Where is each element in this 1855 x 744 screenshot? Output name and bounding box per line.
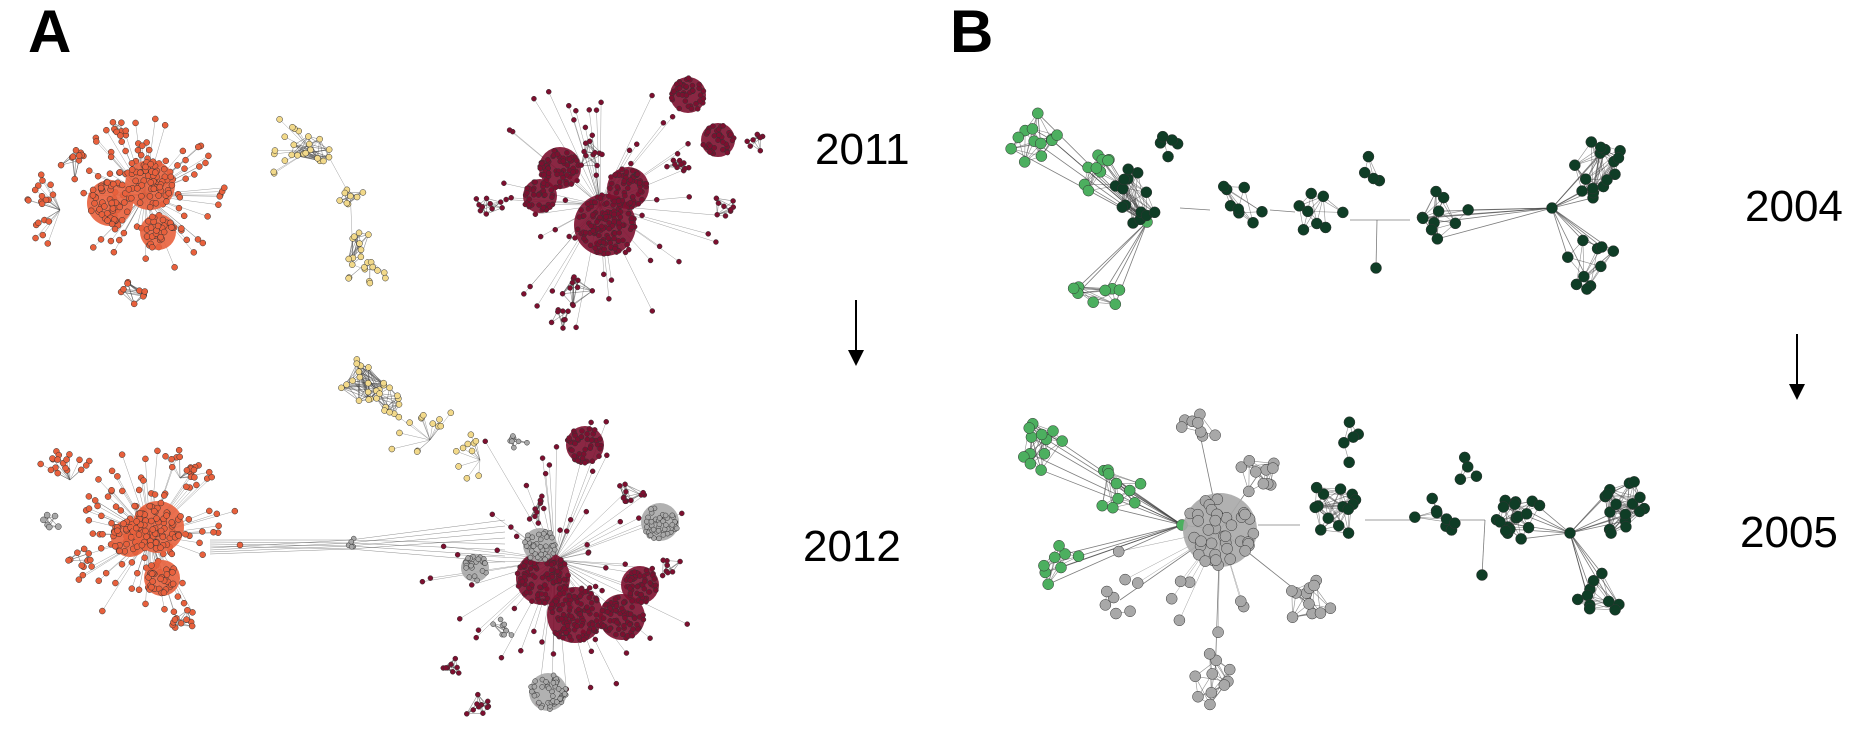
panel-b-networks — [1005, 107, 1650, 711]
panel-b-letter: B — [950, 0, 994, 65]
panel-a-letter: A — [28, 0, 72, 65]
nodes — [1005, 107, 1650, 711]
panel-a: A 2011 2012 — [24, 0, 910, 717]
panel-a-arrow-down-icon — [848, 300, 864, 366]
panel-b: B 2004 2005 — [940, 0, 1855, 744]
panel-a-year-bottom: 2012 — [803, 522, 901, 571]
panel-b-year-top: 2004 — [1745, 182, 1843, 231]
nodes — [24, 75, 766, 717]
edges — [1010, 113, 1645, 705]
panel-a-networks — [24, 75, 766, 717]
panel-b-year-bottom: 2005 — [1740, 508, 1838, 557]
panel-a-year-top: 2011 — [815, 125, 910, 174]
panel-b-arrow-down-icon — [1789, 334, 1805, 400]
